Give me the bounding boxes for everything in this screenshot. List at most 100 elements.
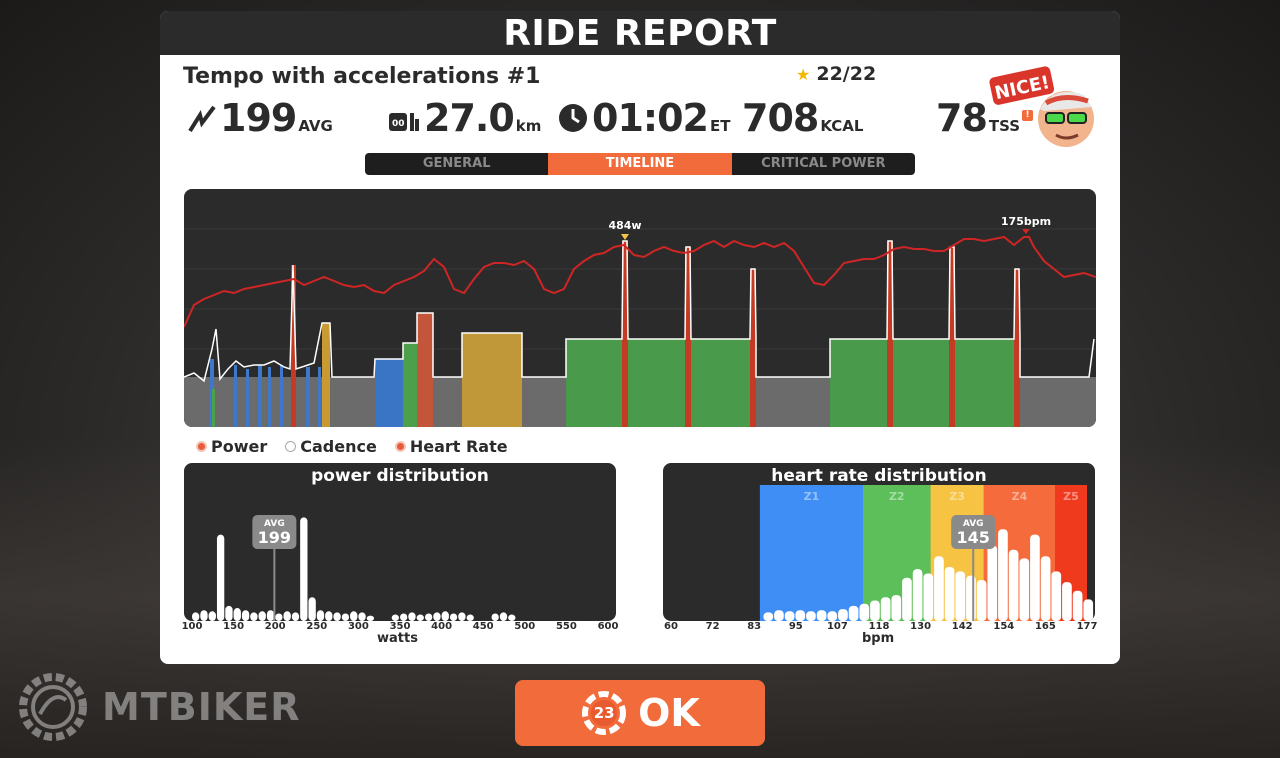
distribution-bar: [1051, 571, 1062, 621]
distribution-bar: [806, 611, 816, 621]
tab-critical-power[interactable]: CRITICAL POWER: [761, 156, 886, 171]
distribution-bar: [902, 577, 912, 621]
report-tabs: GENERAL TIMELINE CRITICAL POWER: [365, 153, 915, 175]
power-segment: [417, 313, 433, 427]
distribution-bar: [275, 613, 283, 621]
distribution-bar: [923, 573, 934, 621]
x-tick-label: 100: [181, 621, 203, 632]
distribution-bar: [912, 569, 923, 621]
distribution-bar: [200, 610, 208, 621]
calories-value: 708: [742, 96, 819, 140]
x-tick-label: 300: [347, 621, 369, 632]
svg-text:00: 00: [392, 119, 405, 129]
peak-power-label: 484w: [608, 219, 641, 232]
distribution-bar: [784, 611, 795, 621]
distribution-bar: [225, 605, 233, 621]
distribution-bar: [291, 612, 300, 621]
tss-info-icon[interactable]: !: [1022, 110, 1034, 121]
distribution-bar: [976, 579, 987, 621]
distribution-bar: [416, 614, 424, 621]
x-tick-label: 154: [993, 621, 1015, 632]
odometer-icon: 00: [389, 113, 419, 131]
power-unit: AVG: [298, 117, 333, 135]
distribution-bar: [333, 612, 341, 621]
x-tick-label: 72: [705, 621, 720, 632]
distribution-bar: [1019, 558, 1030, 621]
distribution-bar: [838, 609, 848, 621]
power-segment-warmup: [210, 359, 321, 427]
distribution-bar: [316, 610, 325, 621]
legend-cadence[interactable]: Cadence: [285, 437, 377, 456]
legend-heart-rate[interactable]: Heart Rate: [394, 437, 508, 456]
hr-zone-label: Z3: [949, 490, 965, 503]
distribution-bar: [934, 556, 944, 621]
tab-general[interactable]: GENERAL: [422, 156, 491, 171]
distribution-bar: [891, 595, 902, 621]
hr-zone-label: Z1: [804, 490, 820, 503]
hr-zone-label: Z2: [889, 490, 905, 503]
x-tick-label: 400: [431, 621, 453, 632]
legend-power[interactable]: Power: [196, 437, 267, 456]
distribution-bar: [350, 611, 358, 621]
x-tick-label: 350: [389, 621, 411, 632]
cadence-toggle-icon: [285, 441, 297, 452]
power-segment: [322, 323, 330, 427]
avg-marker-badge: [252, 515, 297, 549]
stat-time: 01:02 ET: [558, 97, 730, 139]
distribution-bar: [441, 611, 449, 621]
stat-calories: 708 KCAL: [742, 97, 863, 139]
avg-marker-badge: [951, 515, 996, 549]
distribution-bar: [870, 600, 880, 621]
star-icon: ★: [796, 65, 811, 84]
page-title: RIDE REPORT: [160, 11, 1120, 55]
x-tick-label: 500: [514, 621, 536, 632]
avg-marker-value: 145: [957, 528, 990, 547]
distribution-bar: [1040, 556, 1051, 621]
distance-unit: km: [515, 117, 542, 135]
power-segment: [403, 343, 417, 427]
x-tick-label: 550: [555, 621, 577, 632]
x-tick-label: 450: [472, 621, 494, 632]
distribution-bar: [192, 612, 200, 621]
x-tick-label: 60: [664, 621, 678, 632]
power-segment: [291, 265, 296, 427]
distribution-bar: [424, 613, 433, 621]
x-tick-label: 600: [597, 621, 619, 632]
power-bolt-icon: [188, 105, 216, 133]
power-segment: [375, 359, 403, 427]
power-segment: [462, 333, 522, 427]
tab-timeline[interactable]: TIMELINE: [548, 153, 732, 175]
stars-count: ★ 22/22: [796, 63, 876, 85]
brand-watermark: MTBIKER: [16, 670, 301, 744]
distribution-bar: [774, 610, 784, 621]
distribution-bar: [400, 613, 408, 621]
avg-marker-label: AVG: [264, 519, 285, 529]
heart-rate-distribution-xlabel: bpm: [862, 631, 895, 646]
power-value: 199: [220, 96, 297, 140]
timeline-legend: Power Cadence Heart Rate: [196, 437, 508, 456]
distribution-bar: [250, 612, 258, 621]
power-toggle-icon: [196, 441, 207, 452]
stars-value: 22/22: [816, 63, 877, 85]
distribution-bar: [283, 611, 291, 621]
ok-button-label: OK: [638, 691, 700, 735]
timeline-chart[interactable]: 484w 175bpm: [184, 189, 1096, 427]
distribution-bar: [216, 534, 225, 621]
distribution-bar: [233, 608, 241, 621]
peak-hr-label: 175bpm: [1001, 215, 1051, 228]
distribution-bar: [449, 613, 458, 621]
distribution-bar: [848, 605, 859, 621]
x-tick-label: 130: [910, 621, 932, 632]
ok-button[interactable]: 23 OK: [515, 680, 765, 746]
power-segment: [566, 339, 756, 427]
x-tick-label: 95: [788, 621, 803, 632]
distribution-bar: [266, 610, 275, 621]
distribution-bar: [1072, 590, 1083, 621]
distribution-bar: [1062, 582, 1072, 621]
distribution-bar: [827, 611, 838, 621]
peak-hr-marker: [1022, 229, 1030, 234]
ride-name: Tempo with accelerations #1: [183, 64, 541, 89]
power-segment: [830, 339, 1020, 427]
distribution-bar: [508, 614, 516, 621]
power-line: [184, 240, 1095, 383]
